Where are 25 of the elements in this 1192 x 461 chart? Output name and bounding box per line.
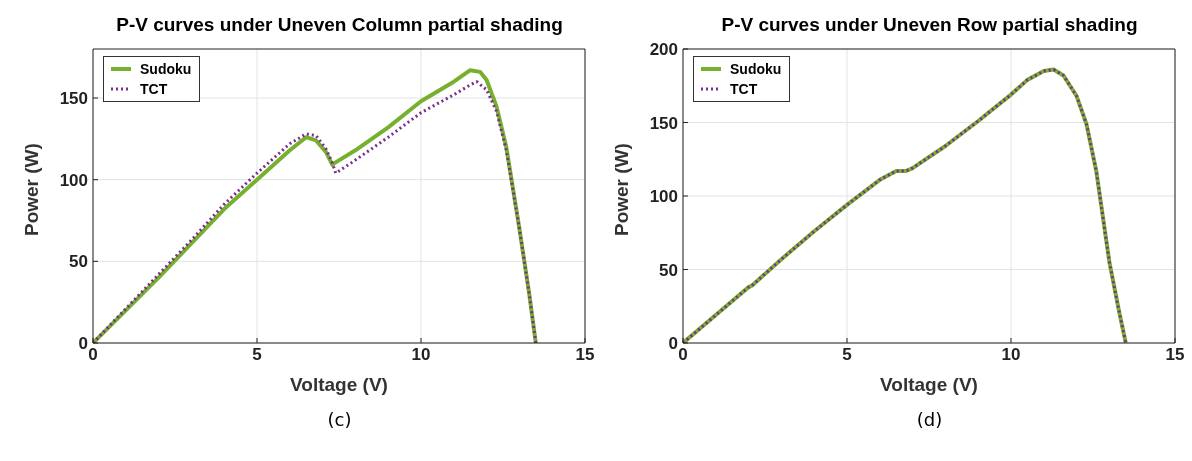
y-tick-label: 50 [659, 260, 678, 280]
text: (c) [326, 409, 353, 430]
legend-label: TCT [730, 80, 758, 99]
x-axis-title: Voltage (V) [880, 374, 978, 395]
x-tick-label: 10 [1001, 345, 1021, 365]
x-axis-title: Voltage (V) [290, 374, 388, 395]
text: (d) [915, 409, 944, 430]
y-axis-title: Power (W) [20, 143, 42, 236]
y-axis-title: Power (W) [610, 143, 632, 236]
legend-label: Sudoku [730, 60, 782, 79]
y-tick-label: 150 [59, 89, 88, 109]
y-tick-label: 200 [649, 40, 678, 60]
legend-label: Sudoku [140, 60, 192, 79]
y-tick-label: 100 [59, 170, 88, 190]
x-tick-label: 15 [1165, 345, 1185, 365]
x-tick-label: 10 [411, 345, 431, 365]
x-tick-label: 5 [842, 345, 852, 365]
y-tick-label: 100 [649, 187, 678, 207]
chart-title: P-V curves under Uneven Row partial shading [720, 14, 1139, 36]
x-tick-label: 15 [575, 345, 595, 365]
y-tick-label: 50 [69, 252, 88, 272]
chart-title: P-V curves under Uneven Column partial shading [115, 14, 564, 36]
legend-label: TCT [140, 80, 168, 99]
y-tick-label: 150 [649, 113, 678, 133]
x-tick-label: 5 [252, 345, 262, 365]
